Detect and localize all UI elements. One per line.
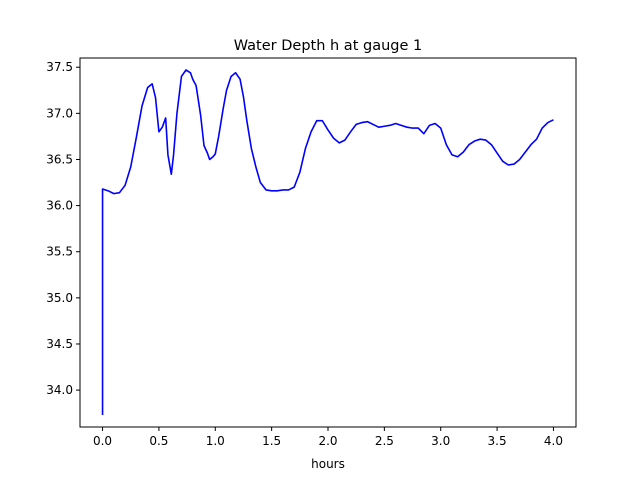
x-tick-label: 2.0 bbox=[318, 434, 337, 448]
y-axis: 34.0 34.5 35.0 35.5 36.0 36.5 37.0 37.5 bbox=[46, 60, 80, 397]
y-tick-label: 37.0 bbox=[46, 106, 73, 120]
y-tick-label: 35.0 bbox=[46, 291, 73, 305]
y-tick-label: 35.5 bbox=[46, 245, 73, 259]
x-tick-label: 3.0 bbox=[431, 434, 450, 448]
x-tick-label: 2.5 bbox=[375, 434, 394, 448]
series-line bbox=[101, 69, 554, 416]
y-tick-label: 36.5 bbox=[46, 152, 73, 166]
x-tick-label: 3.5 bbox=[488, 434, 507, 448]
x-tick-label: 1.5 bbox=[262, 434, 281, 448]
y-tick-label: 34.0 bbox=[46, 383, 73, 397]
x-tick-label: 4.0 bbox=[544, 434, 563, 448]
x-tick-label: 0.5 bbox=[149, 434, 168, 448]
x-tick-label: 0.0 bbox=[93, 434, 112, 448]
y-tick-label: 34.5 bbox=[46, 337, 73, 351]
y-tick-label: 36.0 bbox=[46, 199, 73, 213]
plot-frame bbox=[79, 57, 577, 428]
x-tick-label: 1.0 bbox=[206, 434, 225, 448]
x-axis-label: hours bbox=[311, 457, 345, 471]
y-tick-label: 37.5 bbox=[46, 60, 73, 74]
chart-title: Water Depth h at gauge 1 bbox=[234, 38, 422, 54]
x-axis: 0.0 0.5 1.0 1.5 2.0 2.5 3.0 3.5 4.0 bbox=[93, 427, 563, 448]
